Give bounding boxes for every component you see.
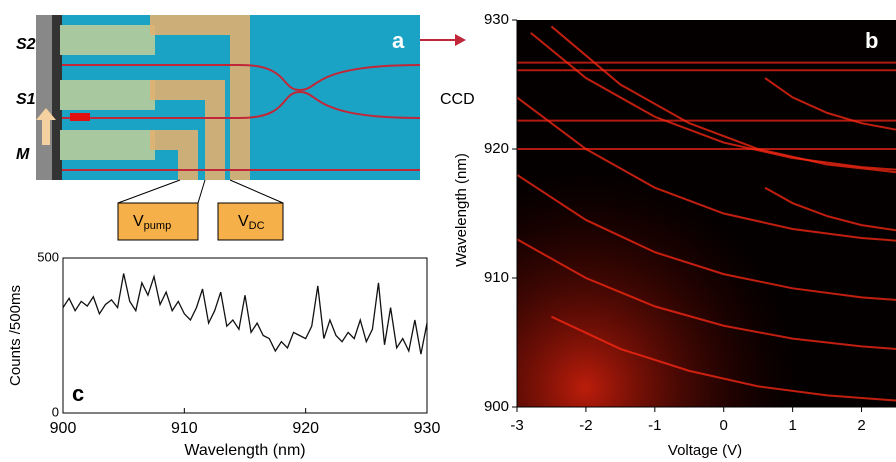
x-axis-label: Wavelength (nm) — [184, 442, 305, 459]
spectrum-line — [62, 273, 428, 355]
y-axis-label: Wavelength (nm) — [453, 153, 470, 267]
side-label: S2 — [16, 36, 36, 53]
x-tick-label: 2 — [857, 417, 865, 434]
panel-label: c — [72, 381, 84, 406]
panel-label: b — [865, 28, 878, 53]
y-tick-label: 500 — [37, 249, 59, 264]
side-label: S1 — [16, 91, 36, 108]
x-tick-label: 920 — [292, 420, 319, 437]
mode-trace — [516, 96, 896, 242]
heatmap-glow — [517, 20, 896, 407]
x-axis-label: Voltage (V) — [668, 442, 742, 459]
mode-trace — [764, 77, 896, 131]
y-tick-label: 910 — [484, 269, 509, 286]
side-label: M — [16, 146, 30, 163]
ccd-label: CCD — [440, 91, 475, 108]
device-diagram — [36, 15, 466, 241]
x-tick-label: 910 — [171, 420, 198, 437]
plot-frame — [62, 257, 428, 414]
x-tick-label: 0 — [720, 417, 728, 434]
mode-trace — [551, 315, 896, 402]
y-tick-label: 900 — [484, 398, 509, 415]
mode-trace — [516, 173, 896, 301]
y-tick-label: 930 — [484, 11, 509, 28]
x-tick-label: 1 — [788, 417, 796, 434]
mode-trace — [530, 32, 896, 171]
x-tick-label: -2 — [579, 417, 592, 434]
x-tick-label: 930 — [414, 420, 441, 437]
y-axis-label: Counts /500ms — [7, 285, 24, 386]
x-tick-label: -1 — [648, 417, 661, 434]
mode-trace — [550, 25, 896, 174]
x-tick-label: -3 — [510, 417, 523, 434]
mode-trace — [764, 186, 896, 232]
voltage-label: Vpump — [133, 213, 171, 232]
mode-trace — [516, 238, 896, 350]
panel-label: a — [392, 28, 405, 53]
y-tick-label: 920 — [484, 140, 509, 157]
x-tick-label: 900 — [50, 420, 77, 437]
voltage-label: VDC — [238, 213, 265, 232]
y-tick-label: 0 — [52, 404, 59, 419]
